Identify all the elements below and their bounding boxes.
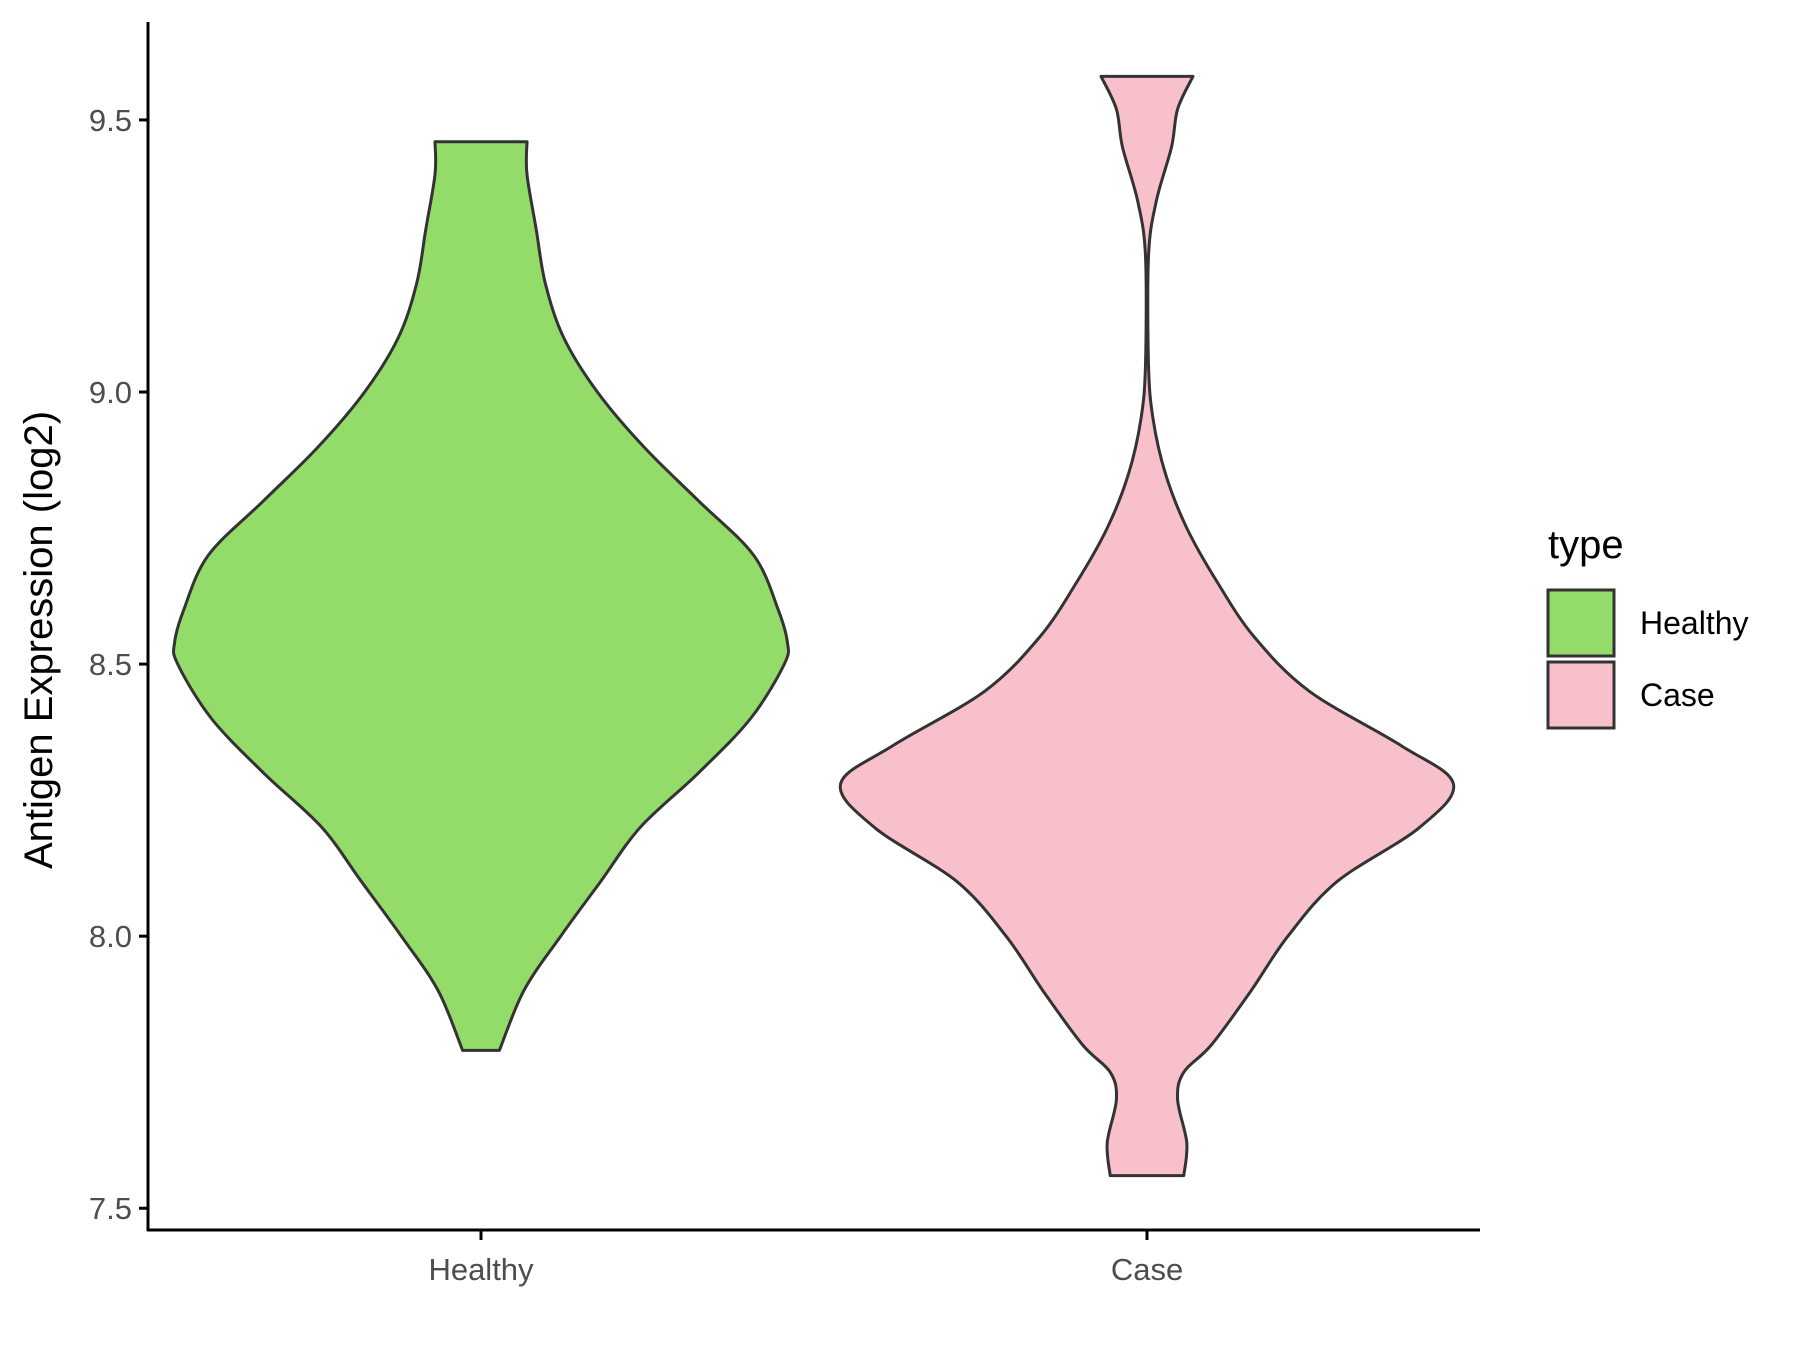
- x-ticks: Healthy Case: [428, 1230, 1183, 1287]
- violin-healthy: [171, 140, 791, 1052]
- y-axis-title: Antigen Expression (log2): [17, 411, 61, 869]
- legend-title: type: [1548, 523, 1624, 567]
- y-ticks: 7.5 8.0 8.5 9.0 9.5: [89, 103, 148, 1226]
- y-tick-label: 7.5: [89, 1191, 132, 1226]
- y-tick-label: 8.0: [89, 919, 132, 954]
- y-tick-label: 9.0: [89, 375, 132, 410]
- legend-swatch-case: [1546, 660, 1616, 730]
- violin-layer: [171, 74, 1456, 1178]
- y-tick-label: 9.5: [89, 103, 132, 138]
- legend-label-case: Case: [1640, 677, 1715, 713]
- violin-case: [838, 74, 1456, 1178]
- x-tick-label: Case: [1111, 1252, 1183, 1287]
- legend: type Healthy Case: [1546, 523, 1749, 730]
- legend-label-healthy: Healthy: [1640, 605, 1749, 641]
- y-tick-label: 8.5: [89, 647, 132, 682]
- legend-swatch-healthy: [1546, 588, 1616, 658]
- x-tick-label: Healthy: [428, 1252, 534, 1287]
